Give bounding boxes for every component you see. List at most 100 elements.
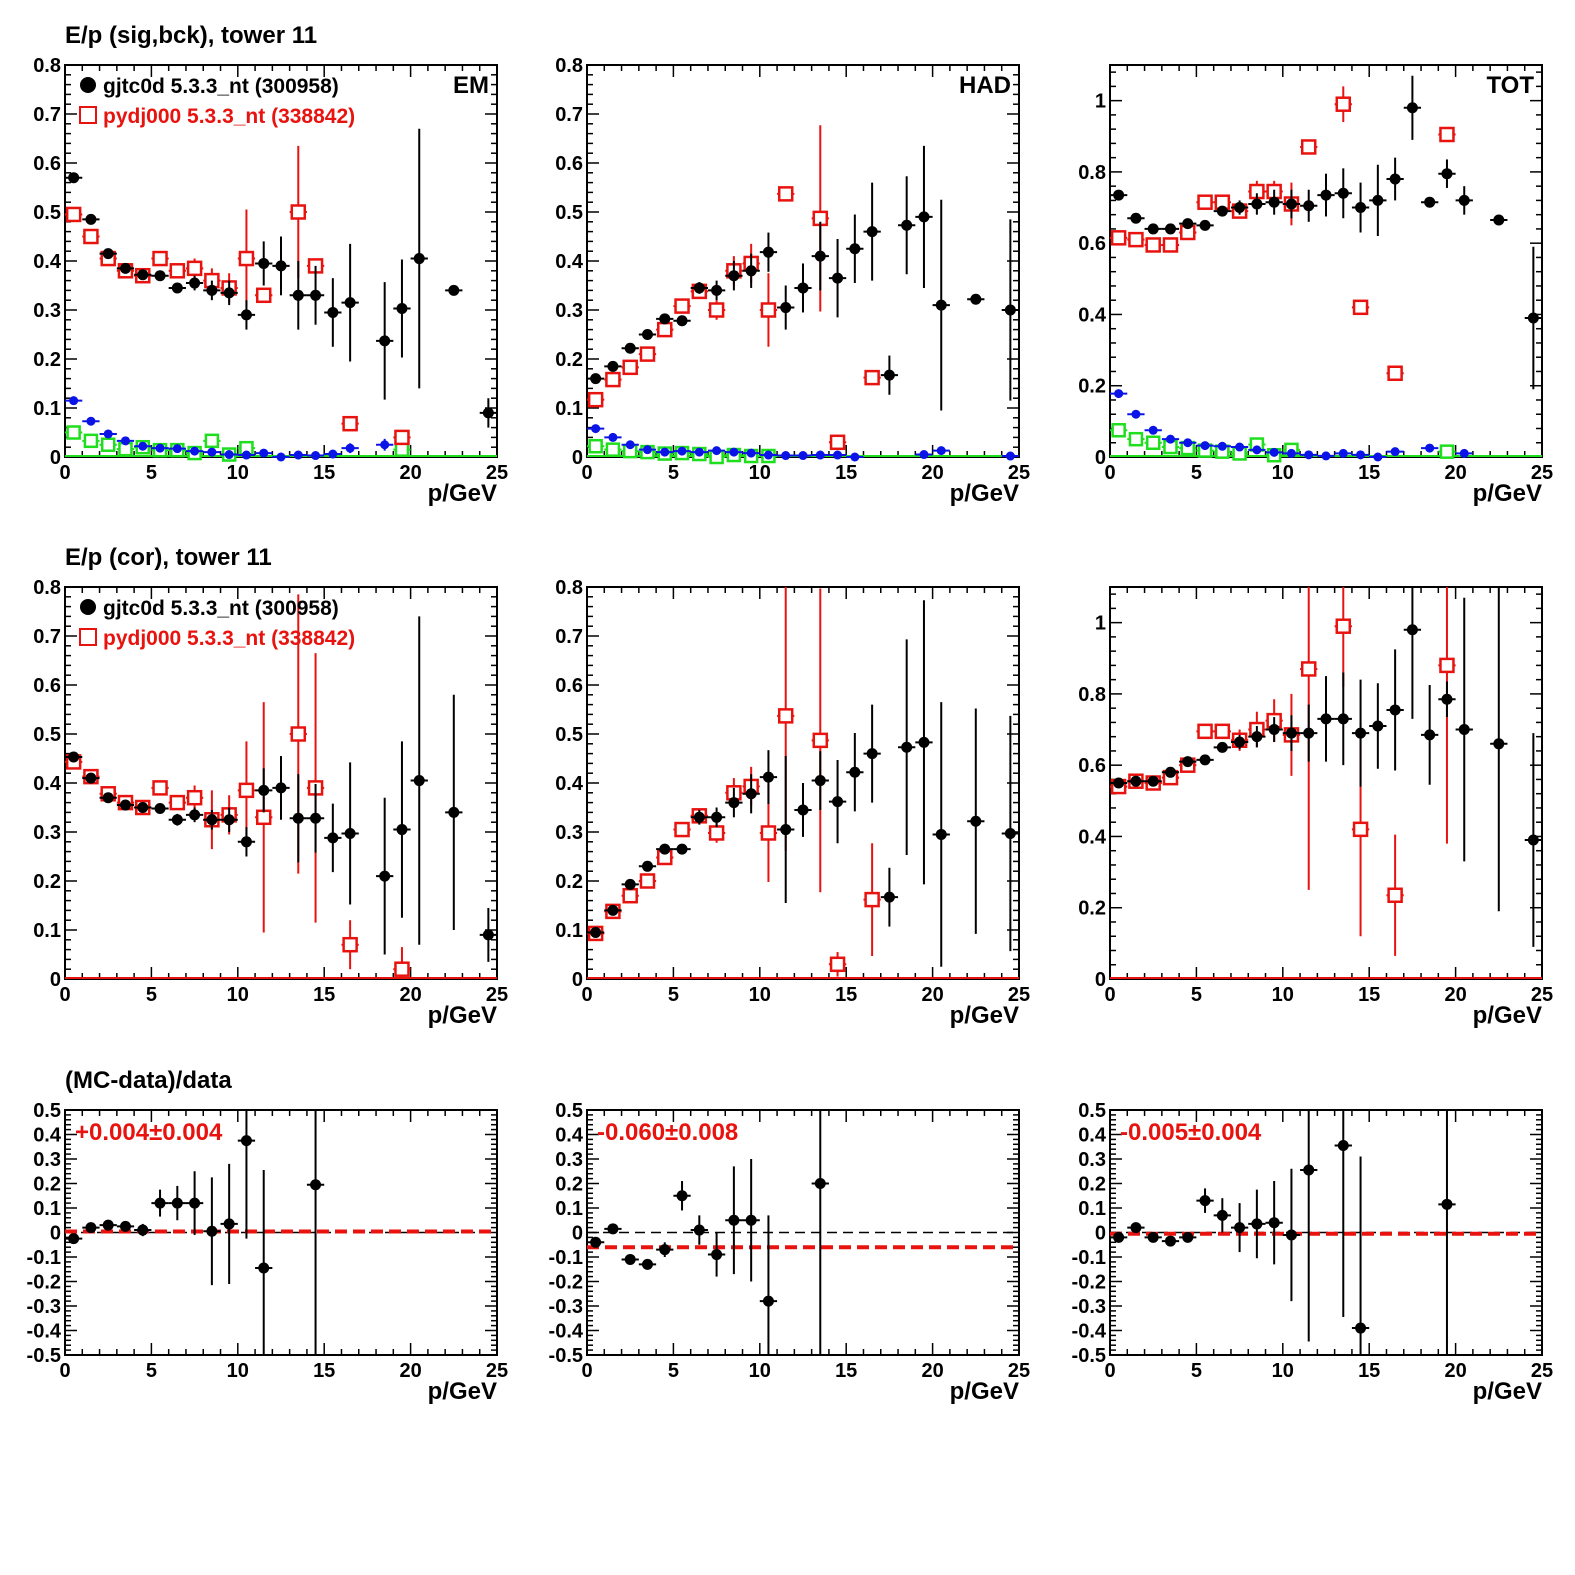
data-point: [811, 221, 829, 291]
data-point: [203, 447, 221, 457]
marker: [68, 172, 80, 184]
marker: [344, 827, 356, 839]
data-point: [324, 278, 342, 347]
marker: [1372, 194, 1384, 206]
marker: [1441, 1198, 1453, 1210]
marker: [1199, 1195, 1211, 1207]
data-point: [341, 920, 359, 970]
series-data: [1110, 75, 1542, 390]
marker: [624, 342, 636, 354]
x-tick-label: 15: [1358, 462, 1380, 484]
data-point: [168, 794, 186, 811]
data-point: [65, 172, 83, 184]
marker: [918, 736, 930, 748]
y-tick-label: 0.2: [555, 349, 583, 371]
y-tick-label: 0: [50, 447, 61, 469]
marker: [1114, 389, 1124, 399]
data-point: [638, 445, 657, 455]
data-point: [220, 450, 238, 460]
data-point: [185, 785, 204, 810]
marker: [832, 796, 844, 808]
fit-result-label: +0.004±0.004: [75, 1119, 223, 1146]
x-tick-label: 15: [313, 462, 335, 484]
y-tick-label: 0.5: [33, 202, 61, 224]
data-point: [237, 827, 256, 857]
data-point: [1144, 435, 1162, 450]
marker: [777, 186, 794, 202]
panel-ratio-had: 0 5 10 15 20 25p/GeV-0.5-0.4-0.3-0.2-0.100.10…: [549, 1100, 1031, 1405]
marker: [1147, 1231, 1159, 1243]
marker: [625, 440, 635, 450]
data-point: [237, 300, 256, 330]
marker: [624, 878, 636, 890]
marker: [119, 799, 131, 811]
marker: [1268, 1217, 1280, 1229]
marker: [1197, 194, 1213, 210]
data-point: [255, 702, 273, 933]
y-tick-label: -0.5: [1072, 1345, 1106, 1367]
y-tick-label: 0: [1095, 1223, 1106, 1245]
y-tick-label: 0.1: [555, 398, 583, 420]
y-tick-label: 0: [572, 969, 583, 991]
data-point: [220, 280, 238, 306]
y-tick-label: 0.3: [555, 1149, 583, 1171]
marker: [676, 315, 688, 327]
x-tick-label: 0: [1104, 984, 1115, 1006]
marker: [1235, 442, 1245, 452]
data-point: [255, 241, 273, 286]
data-point: [1282, 715, 1301, 751]
marker: [1441, 693, 1453, 705]
x-tick-label: 15: [835, 462, 857, 484]
marker: [1162, 237, 1179, 253]
x-tick-label: 0: [59, 984, 70, 1006]
marker: [189, 277, 201, 289]
x-tick-label: 10: [227, 984, 249, 1006]
x-tick-label: 20: [399, 984, 421, 1006]
data-point: [82, 772, 100, 784]
marker: [186, 789, 203, 806]
y-tick-label: 0: [50, 969, 61, 991]
data-point: [1265, 717, 1283, 743]
y-tick-label: 0.3: [33, 300, 61, 322]
x-tick-label: 10: [749, 462, 771, 484]
marker: [1251, 1218, 1263, 1230]
data-point: [932, 702, 950, 967]
y-tick-label: 0: [572, 1223, 583, 1245]
data-point: [82, 433, 100, 449]
data-point: [1351, 299, 1370, 316]
x-tick-label: 10: [227, 462, 249, 484]
x-tick-label: 15: [1358, 984, 1380, 1006]
marker: [345, 443, 355, 453]
marker: [482, 929, 494, 941]
marker: [864, 891, 880, 908]
data-point: [272, 236, 290, 296]
data-point: [82, 213, 100, 225]
data-point: [1351, 1156, 1370, 1355]
marker: [154, 270, 166, 282]
marker: [1200, 441, 1210, 451]
series-data: [1110, 587, 1542, 947]
data-point: [794, 263, 812, 313]
marker: [327, 832, 339, 844]
marker: [815, 450, 825, 460]
marker: [413, 253, 425, 265]
data-point: [168, 282, 186, 294]
marker: [608, 432, 618, 442]
data-point: [1438, 1110, 1456, 1355]
marker: [1352, 299, 1369, 316]
data-point: [1403, 587, 1422, 719]
data-point: [1369, 683, 1387, 769]
data-point: [255, 448, 273, 458]
x-tick-label: 20: [1444, 1360, 1466, 1382]
x-tick-label: 25: [486, 462, 508, 484]
data-point: [1300, 704, 1318, 762]
y-tick-label: 0.4: [1078, 1125, 1107, 1147]
y-tick-label: -0.3: [549, 1296, 583, 1318]
marker: [1458, 194, 1470, 206]
data-point: [1300, 189, 1318, 222]
data-point: [272, 756, 290, 820]
marker: [762, 1295, 774, 1307]
y-tick-label: 0.3: [33, 1149, 61, 1171]
data-point: [1490, 587, 1508, 912]
marker: [224, 450, 234, 460]
